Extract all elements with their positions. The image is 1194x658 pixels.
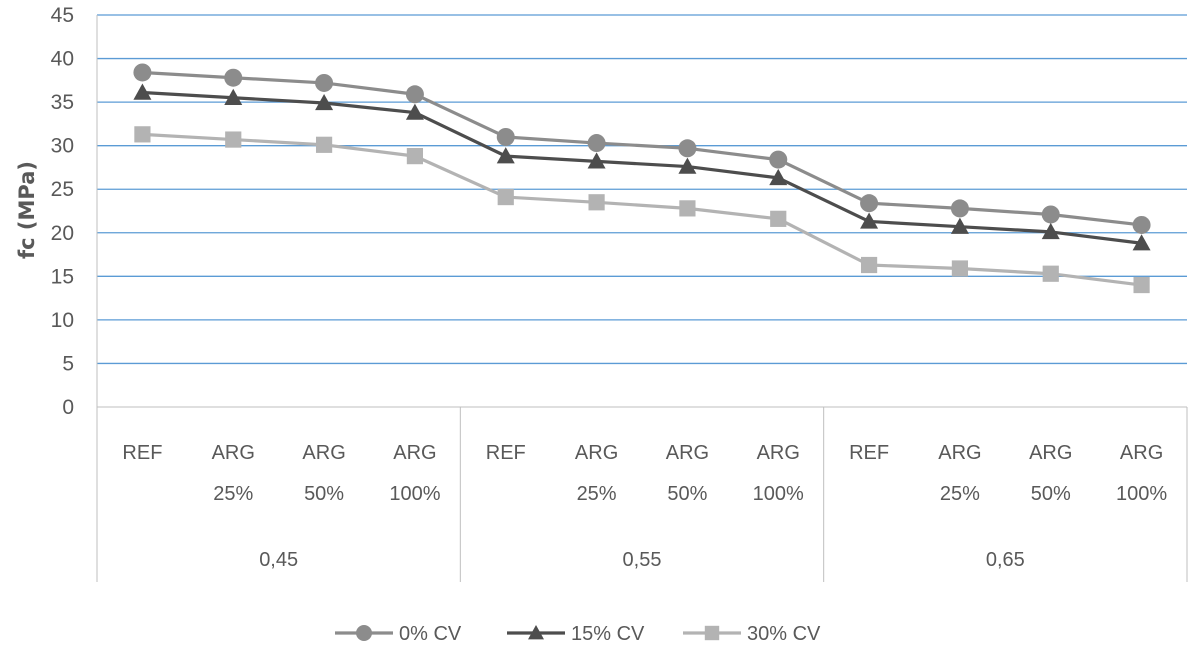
data-point	[704, 625, 720, 641]
x-category-label: 50%	[1031, 483, 1071, 505]
data-point	[678, 157, 697, 174]
legend-label: 15% CV	[571, 623, 645, 645]
x-category-label: ARG	[1120, 442, 1163, 464]
y-tick-label: 20	[51, 222, 74, 245]
legend-item: 15% CV	[507, 623, 645, 645]
data-point	[769, 150, 788, 169]
x-category-label: ARG	[302, 442, 345, 464]
x-category-label: 100%	[389, 483, 440, 505]
x-category-label: ARG	[1029, 442, 1072, 464]
data-point	[497, 188, 514, 206]
data-point	[224, 88, 243, 105]
x-group-label: 0,55	[623, 549, 662, 571]
x-category-label: 50%	[667, 483, 707, 505]
data-point	[224, 68, 243, 87]
y-tick-label: 30	[51, 135, 74, 158]
data-point	[315, 136, 333, 153]
series-15-cv	[133, 83, 1151, 251]
x-category-label: 25%	[940, 483, 980, 505]
series-line	[142, 70, 1142, 227]
data-point	[587, 152, 606, 169]
x-category-label: ARG	[666, 442, 709, 464]
axes	[96, 15, 1187, 408]
data-point	[587, 134, 606, 153]
data-point	[496, 147, 515, 164]
data-point	[133, 83, 152, 100]
y-tick-label: 35	[51, 91, 74, 114]
data-point	[225, 131, 242, 148]
x-category-label: ARG	[938, 442, 981, 464]
y-tick-label: 0	[62, 396, 74, 419]
data-point	[860, 194, 879, 213]
data-point	[315, 93, 334, 111]
data-point	[678, 139, 697, 158]
data-point	[1041, 205, 1060, 224]
data-point	[679, 200, 696, 217]
data-point	[951, 260, 969, 277]
data-point	[950, 199, 969, 218]
data-point	[1133, 276, 1150, 294]
data-point	[406, 148, 424, 165]
gridlines	[97, 14, 1187, 365]
data-point	[588, 194, 605, 211]
y-tick-label: 15	[51, 265, 74, 288]
data-point	[134, 126, 151, 143]
y-axis-label: fc (MPa)	[15, 161, 39, 259]
data-point	[769, 168, 788, 186]
x-category-label: ARG	[575, 442, 618, 464]
series-0-cv	[133, 63, 1151, 234]
data-point	[950, 217, 969, 234]
series-30-cv	[134, 126, 1150, 294]
y-tick-labels: 0 5 10 15 20 25 30 35 40 45	[51, 4, 74, 419]
series-line	[142, 90, 1142, 245]
data-point	[315, 73, 334, 92]
data-point	[860, 256, 878, 274]
y-tick-label: 25	[51, 178, 74, 201]
data-point	[1132, 234, 1151, 251]
data-point	[405, 103, 424, 120]
legend-label: 30% CV	[747, 623, 821, 645]
data-point	[496, 127, 515, 146]
legend-item: 0% CV	[335, 623, 462, 645]
x-category-label: 25%	[213, 483, 253, 505]
data-point	[770, 210, 787, 227]
y-tick-label: 10	[51, 309, 74, 332]
x-category-label: 100%	[1116, 483, 1167, 505]
x-category-label: 25%	[577, 483, 617, 505]
data-point	[1041, 222, 1060, 240]
legend-label: 0% CV	[399, 623, 462, 645]
data-point	[356, 625, 372, 641]
y-tick-label: 40	[51, 48, 74, 71]
data-point	[528, 625, 544, 640]
data-series	[133, 63, 1151, 294]
x-category-label: ARG	[212, 442, 255, 464]
y-tick-label: 45	[51, 4, 74, 27]
x-category-label: REF	[122, 442, 162, 464]
x-category-label: ARG	[393, 442, 436, 464]
x-category-label: 50%	[304, 483, 344, 505]
data-point	[405, 85, 424, 104]
x-category-label: ARG	[757, 442, 800, 464]
legend-item: 30% CV	[683, 623, 821, 645]
data-point	[1042, 265, 1059, 282]
x-category-label: REF	[849, 442, 889, 464]
legend: 0% CV 15% CV 30% CV	[335, 623, 821, 645]
y-tick-label: 5	[62, 352, 74, 375]
x-group-label: 0,45	[259, 549, 298, 571]
series-line	[142, 132, 1142, 287]
x-group-label: 0,65	[986, 549, 1025, 571]
data-point	[1132, 215, 1151, 234]
data-point	[860, 212, 879, 229]
data-point	[133, 63, 152, 82]
x-category-label: 100%	[753, 483, 804, 505]
x-category-label: REF	[486, 442, 526, 464]
x-category-labels: REF ARG 25% ARG 50% ARG 100% 0,45 REF ARG 25% ARG 50…	[96, 407, 1188, 582]
